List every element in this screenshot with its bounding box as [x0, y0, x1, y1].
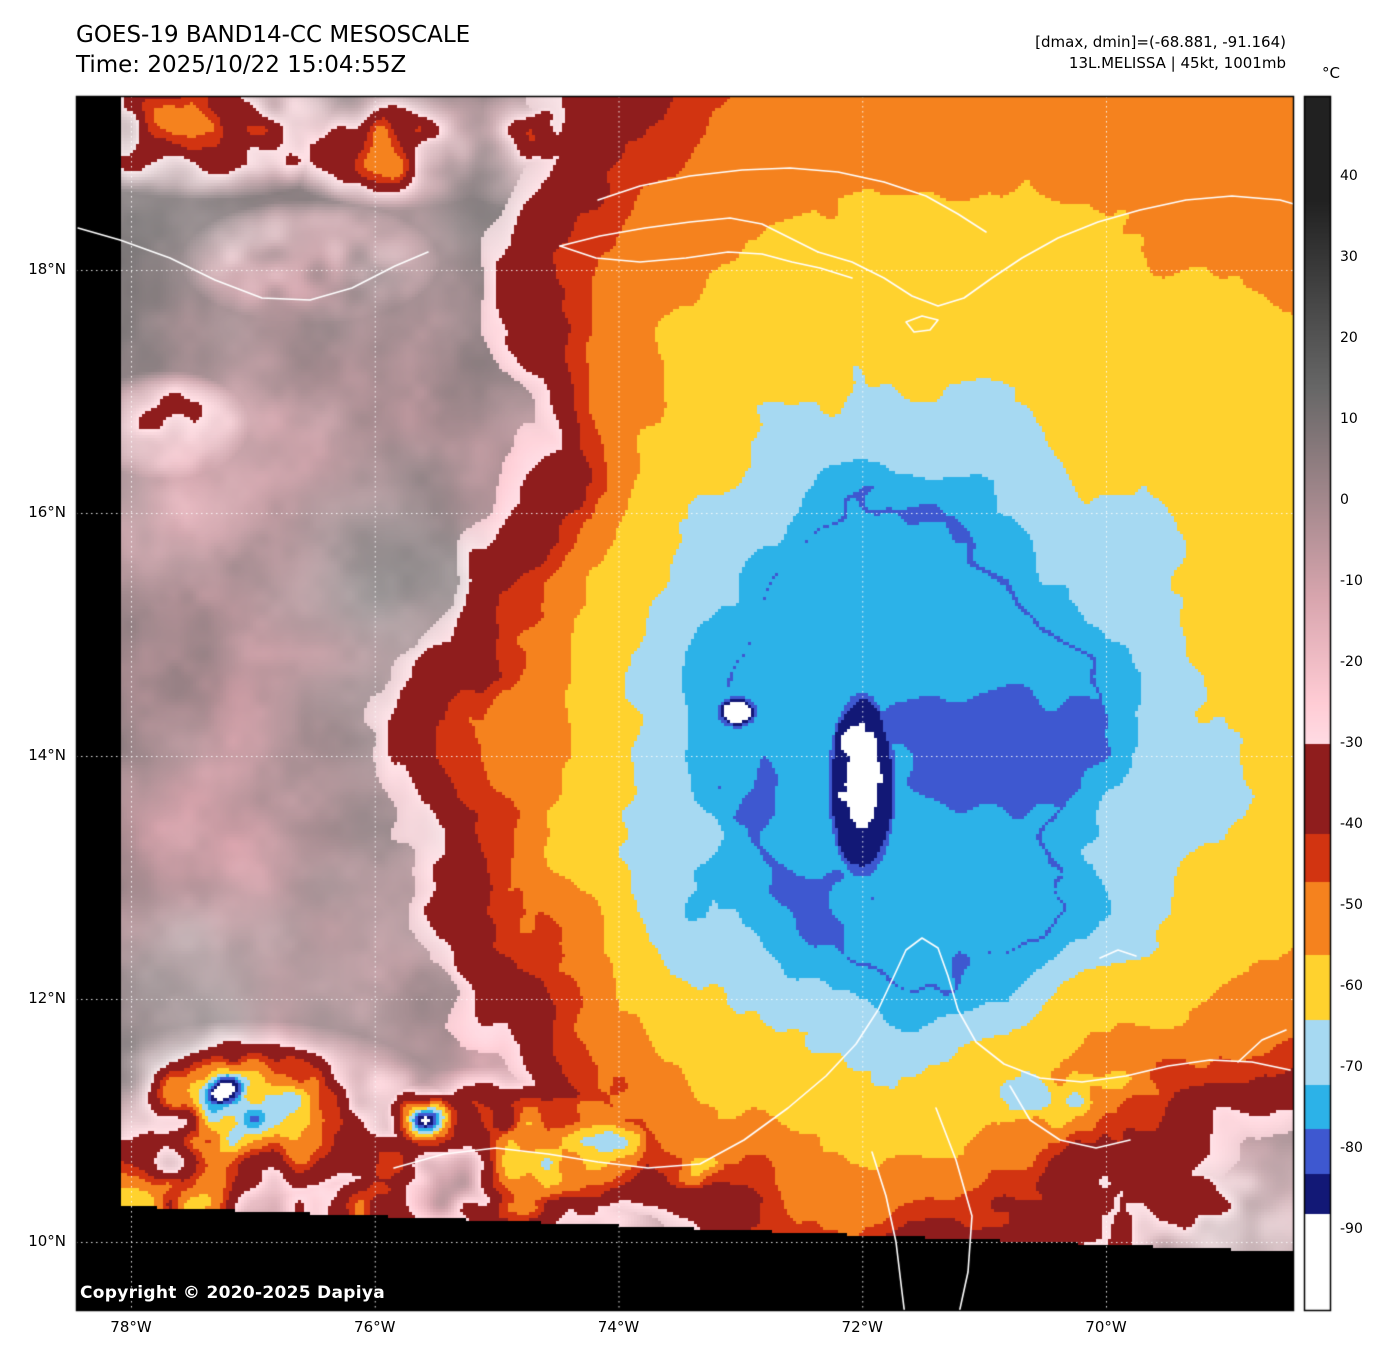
colorbar-unit-label: °C — [1322, 64, 1340, 82]
header-right: [dmax, dmin]=(-68.881, -91.164) 13L.MELI… — [1035, 32, 1286, 74]
product-title: GOES-19 BAND14-CC MESOSCALE — [76, 22, 471, 48]
header-left: GOES-19 BAND14-CC MESOSCALE Time: 2025/1… — [76, 20, 470, 80]
dmax-dmin-readout: [dmax, dmin]=(-68.881, -91.164) — [1035, 33, 1286, 51]
copyright-text: Copyright © 2020-2025 Dapiya — [80, 1283, 385, 1303]
timestamp: Time: 2025/10/22 15:04:55Z — [76, 52, 407, 78]
storm-info: 13L.MELISSA | 45kt, 1001mb — [1068, 54, 1286, 72]
